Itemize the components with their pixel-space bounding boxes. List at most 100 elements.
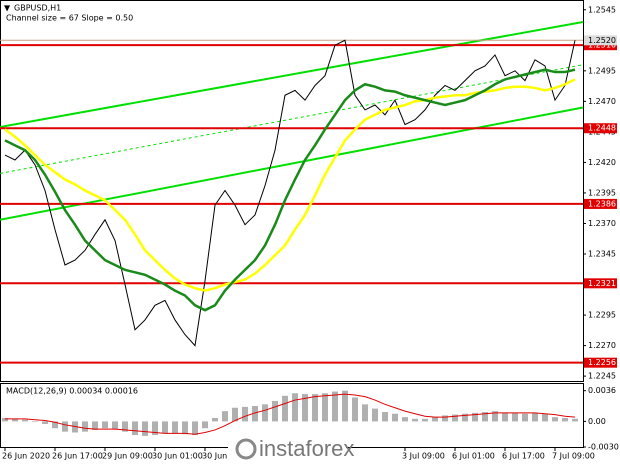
macd-bar [532, 412, 538, 422]
level-label-bg [584, 198, 617, 209]
macd-bar [392, 413, 398, 422]
macd-bar [432, 417, 438, 422]
level-label: 1.2321 [588, 279, 616, 288]
macd-bar [52, 421, 58, 429]
watermark: instaforex [259, 436, 354, 461]
macd-bar [212, 417, 218, 422]
macd-bar [412, 418, 418, 422]
macd-bar [202, 421, 208, 429]
macd-bar [122, 421, 128, 432]
macd-bar [352, 397, 358, 422]
macd-bar [482, 412, 488, 422]
macd-bar [242, 406, 248, 422]
y-tick-label: 1.2420 [588, 158, 616, 167]
y-tick-label: 1.2370 [588, 219, 616, 228]
channel-lower [0, 106, 584, 221]
level-label-bg [584, 123, 617, 134]
macd-bar [362, 404, 368, 422]
macd-bar [142, 421, 148, 436]
macd-bar [42, 421, 48, 424]
y-tick-label: 1.2395 [588, 188, 616, 197]
macd-bar [442, 415, 448, 422]
macd-bar [292, 393, 298, 422]
macd-bar [192, 421, 198, 436]
macd-bar [492, 411, 498, 422]
x-tick-label: 30 Jun 01:00 [152, 452, 203, 461]
macd-bar [322, 393, 328, 422]
macd-bar [312, 394, 318, 422]
macd-bar [232, 407, 238, 422]
macd-signal [5, 393, 576, 435]
macd-bar [522, 413, 528, 422]
macd-bar [92, 421, 98, 430]
y-tick-label: -0.0030 [588, 443, 619, 452]
y-tick-label: 1.2295 [588, 311, 616, 320]
macd-bar [162, 421, 168, 434]
y-tick-label: 0.0036 [588, 386, 616, 395]
macd-bar [272, 400, 278, 422]
y-tick-label: 1.2470 [588, 97, 616, 106]
channel-info: Channel size = 67 Slope = 0.50 [6, 14, 133, 23]
macd-title: MACD(12,26,9) 0.00034 0.00016 [6, 387, 138, 396]
macd-bar [252, 406, 258, 422]
price-line [4, 39, 576, 347]
x-tick-label: 26 Jun 2020 [2, 452, 50, 461]
watermark-bg [228, 432, 346, 465]
current-price-bg [584, 35, 617, 46]
macd-bar [402, 417, 408, 422]
macd-bar [152, 421, 158, 436]
macd-bar [372, 408, 378, 422]
x-tick-label: 29 Jun 09:00 [102, 452, 153, 461]
x-tick-label: 6 Jul 17:00 [502, 452, 545, 461]
macd-bar [172, 421, 178, 434]
y-tick-label: 0.00 [588, 417, 606, 426]
x-tick-label: 26 Jun 17:00 [52, 452, 103, 461]
macd-bar [112, 421, 118, 430]
y-tick-label: 1.2270 [588, 341, 616, 350]
macd-bar [342, 390, 348, 422]
macd-bar [452, 414, 458, 422]
macd-bar [382, 412, 388, 422]
level-label-bg [584, 278, 617, 289]
macd-bar [282, 395, 288, 422]
macd-bar [182, 421, 188, 435]
macd-bar [422, 418, 428, 422]
level-label-bg [584, 357, 617, 368]
symbol-marker: ▼ [4, 4, 11, 13]
channel-mid [0, 64, 584, 174]
symbol: GBPUSD,H1 [14, 4, 61, 13]
x-tick-label: 3 Jul 09:00 [402, 452, 445, 461]
current-price-label: 1.2520 [588, 36, 616, 45]
moving-average [4, 68, 576, 312]
watermark-logo [235, 438, 257, 460]
y-tick-label: 1.2245 [588, 372, 616, 381]
macd-bar [222, 411, 228, 422]
macd-bar [12, 418, 18, 422]
level-label: 1.2386 [588, 199, 616, 208]
x-tick-label: 30 Jun 1 [202, 452, 235, 461]
macd-bar [552, 417, 558, 422]
macd-bar [562, 417, 568, 422]
y-tick-label: 1.2495 [588, 66, 616, 75]
macd-bar [262, 404, 268, 422]
macd-bar [542, 413, 548, 422]
macd-bar [462, 413, 468, 422]
channel-upper [0, 20, 584, 128]
macd-bar [502, 412, 508, 422]
macd-bar [472, 412, 478, 422]
macd-bar [572, 418, 578, 422]
macd-bar [302, 394, 308, 422]
y-tick-label: 1.2545 [588, 5, 616, 14]
macd-bar [2, 417, 8, 422]
macd-bar [332, 391, 338, 422]
plot-layer: 1.25451.25201.24951.24701.24451.24201.23… [0, 5, 619, 461]
macd-bar [102, 421, 108, 429]
macd-bar [22, 419, 28, 422]
macd-bar [82, 421, 88, 432]
macd-bar [132, 421, 138, 436]
macd-bar [512, 412, 518, 422]
level-label: 1.2256 [588, 358, 616, 367]
x-tick-label: 6 Jul 01:00 [452, 452, 495, 461]
x-tick-label: 7 Jul 09:00 [552, 452, 595, 461]
